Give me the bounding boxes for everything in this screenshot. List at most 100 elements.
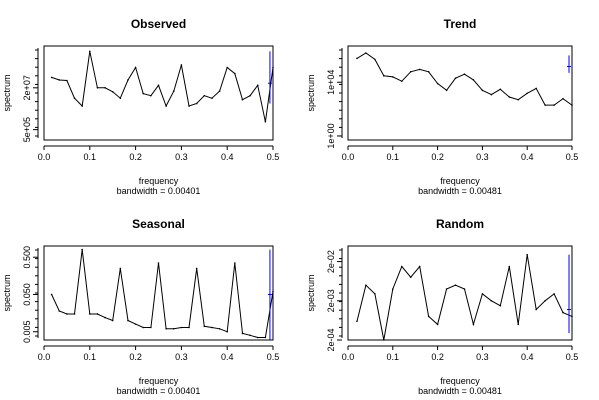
data-point bbox=[66, 79, 68, 82]
panel-seasonal: Seasonal 0.0 0.1 0.2 0.3 0.4 0.5 0.005 0.050 0.50… bbox=[2, 217, 279, 396]
y-tick-label: 2e+07 bbox=[22, 75, 32, 100]
x-tick-label: 0.1 bbox=[387, 352, 400, 362]
data-point bbox=[553, 293, 555, 295]
x-tick-label: 0.5 bbox=[267, 152, 280, 162]
data-point bbox=[463, 288, 466, 290]
data-point bbox=[517, 323, 520, 326]
data-point bbox=[571, 104, 573, 106]
data-point bbox=[203, 325, 206, 328]
data-point bbox=[463, 73, 466, 75]
spectrum-line bbox=[51, 51, 274, 122]
x-tick-label: 0.0 bbox=[342, 152, 355, 162]
y-axis-label: spectrum bbox=[306, 274, 316, 311]
bandwidth-label: bandwidth = 0.00481 bbox=[418, 386, 502, 396]
data-point bbox=[427, 315, 430, 318]
x-tick-label: 0.4 bbox=[521, 352, 534, 362]
data-point bbox=[195, 267, 198, 270]
y-tick-label: 1e+00 bbox=[326, 123, 336, 148]
data-point bbox=[211, 326, 213, 329]
plot-frame bbox=[43, 245, 274, 341]
x-tick-label: 0.3 bbox=[175, 352, 188, 362]
bandwidth-label: bandwidth = 0.00401 bbox=[117, 386, 201, 396]
panel-title: Random bbox=[436, 217, 484, 231]
data-point bbox=[409, 276, 412, 278]
data-point bbox=[454, 284, 457, 287]
data-point bbox=[526, 92, 528, 95]
data-point bbox=[256, 336, 259, 339]
data-point bbox=[249, 334, 251, 337]
data-point bbox=[172, 327, 175, 330]
data-point bbox=[472, 323, 475, 326]
data-point bbox=[445, 288, 448, 290]
data-point bbox=[356, 57, 358, 60]
data-point bbox=[517, 98, 520, 101]
y-tick-label: 1e+04 bbox=[326, 70, 336, 95]
data-point bbox=[226, 66, 228, 69]
data-point bbox=[445, 89, 448, 92]
data-point bbox=[535, 87, 537, 90]
y-axis-label: spectrum bbox=[2, 274, 12, 311]
data-point bbox=[89, 50, 91, 53]
x-tick-label: 0.2 bbox=[129, 152, 142, 162]
data-point bbox=[356, 320, 358, 323]
data-point bbox=[535, 308, 537, 311]
spectrum-line bbox=[356, 254, 573, 341]
data-point bbox=[218, 327, 221, 330]
x-tick-label: 0.4 bbox=[221, 352, 234, 362]
y-axis-label: spectrum bbox=[306, 74, 316, 111]
data-point bbox=[241, 98, 244, 101]
y-tick-label: 0.500 bbox=[22, 246, 32, 269]
data-point bbox=[142, 92, 145, 95]
plot-frame bbox=[347, 245, 573, 341]
data-point bbox=[127, 79, 129, 81]
data-point bbox=[508, 96, 511, 98]
data-point bbox=[436, 82, 439, 85]
data-point bbox=[427, 70, 430, 73]
x-tick-label: 0.0 bbox=[38, 152, 51, 162]
data-point bbox=[58, 79, 61, 81]
data-point bbox=[418, 265, 421, 268]
spectrum-line bbox=[51, 249, 274, 338]
data-point bbox=[392, 288, 394, 290]
data-point bbox=[264, 120, 267, 123]
data-point bbox=[383, 75, 385, 77]
data-point bbox=[249, 94, 251, 97]
data-point bbox=[96, 313, 99, 315]
x-tick-label: 0.1 bbox=[84, 152, 97, 162]
x-tick-label: 0.5 bbox=[566, 152, 579, 162]
data-point bbox=[211, 97, 213, 99]
plot-frame bbox=[347, 45, 573, 141]
data-point bbox=[150, 326, 152, 329]
x-axis-label: frequency bbox=[139, 176, 179, 186]
x-tick-label: 0.3 bbox=[175, 152, 188, 162]
bandwidth-label: bandwidth = 0.00401 bbox=[117, 186, 201, 196]
data-point bbox=[526, 253, 528, 256]
data-point bbox=[195, 102, 198, 105]
data-point bbox=[392, 76, 394, 78]
y-tick-label: 2e-02 bbox=[326, 250, 336, 273]
data-point bbox=[157, 262, 160, 264]
data-point bbox=[409, 70, 412, 73]
data-point bbox=[481, 89, 484, 92]
panel-title: Trend bbox=[444, 17, 477, 31]
data-point bbox=[374, 293, 376, 295]
data-point bbox=[50, 293, 53, 296]
x-axis-label: frequency bbox=[139, 376, 179, 386]
data-point bbox=[172, 90, 175, 92]
x-tick-label: 0.5 bbox=[566, 352, 579, 362]
data-point bbox=[234, 72, 236, 75]
data-point bbox=[374, 58, 376, 61]
data-point bbox=[142, 326, 145, 329]
data-point bbox=[400, 265, 403, 268]
data-point bbox=[134, 66, 137, 69]
y-tick-label: 0.005 bbox=[22, 320, 32, 343]
x-tick-label: 0.3 bbox=[476, 152, 489, 162]
data-point bbox=[365, 284, 367, 287]
data-point bbox=[73, 313, 76, 315]
panel-trend: Trend 0.0 0.1 0.2 0.3 0.4 0.5 1e+00 1e+04 spectru… bbox=[306, 17, 578, 196]
data-point bbox=[81, 248, 83, 251]
data-point bbox=[73, 97, 76, 99]
x-tick-label: 0.4 bbox=[221, 152, 234, 162]
data-point bbox=[188, 105, 190, 107]
